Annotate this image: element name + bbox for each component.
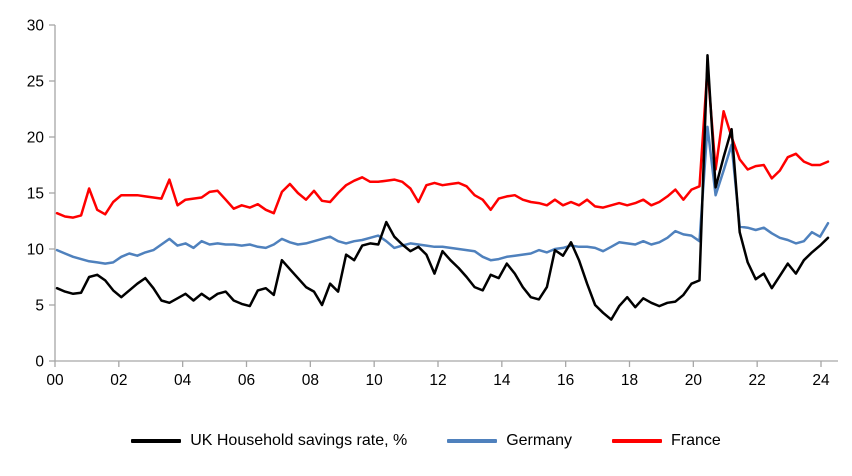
chart-plot-area: 0 5 10 15 20 25 30 00 02 04 06 08 10 12 14 16 18 20 22 24 [27,18,838,389]
series-line-france [55,66,830,219]
x-tick-label: 20 [685,372,703,389]
legend-item-uk-household-savings-rate: UK Household savings rate, % [131,432,407,450]
y-tick-label: 0 [35,354,44,371]
x-tick-label: 14 [493,372,511,389]
x-tick-label: 10 [366,372,384,389]
series-line-germany [55,125,830,265]
x-tick-label: 04 [174,372,192,389]
x-tick-label: 08 [302,372,319,389]
legend-line-swatch [447,439,498,443]
legend-line-swatch [612,439,662,443]
series-line-uk-household-savings-rate [55,53,830,321]
legend-label: Germany [506,432,572,449]
x-tick-label: 00 [46,372,64,389]
legend-label: UK Household savings rate, % [190,432,408,449]
legend-label: France [671,432,721,449]
y-tick-label: 15 [27,186,44,203]
y-tick-label: 5 [35,298,44,315]
x-tick-label: 22 [749,372,766,389]
legend-line-swatch [131,439,182,443]
x-tick-label: 16 [557,372,574,389]
x-tick-label: 02 [110,372,127,389]
y-tick-label: 25 [27,74,44,91]
x-tick-label: 24 [812,372,830,389]
chart-legend: UK Household savings rate, % Germany Franc… [0,424,852,458]
x-tick-label: 06 [238,372,255,389]
y-tick-label: 30 [27,18,45,35]
y-tick-label: 20 [27,130,45,147]
x-tick-label: 18 [621,372,638,389]
x-tick-label: 12 [429,372,446,389]
legend-item-france: France [612,432,721,450]
y-tick-label: 10 [27,242,45,259]
legend-item-germany: Germany [447,432,572,450]
